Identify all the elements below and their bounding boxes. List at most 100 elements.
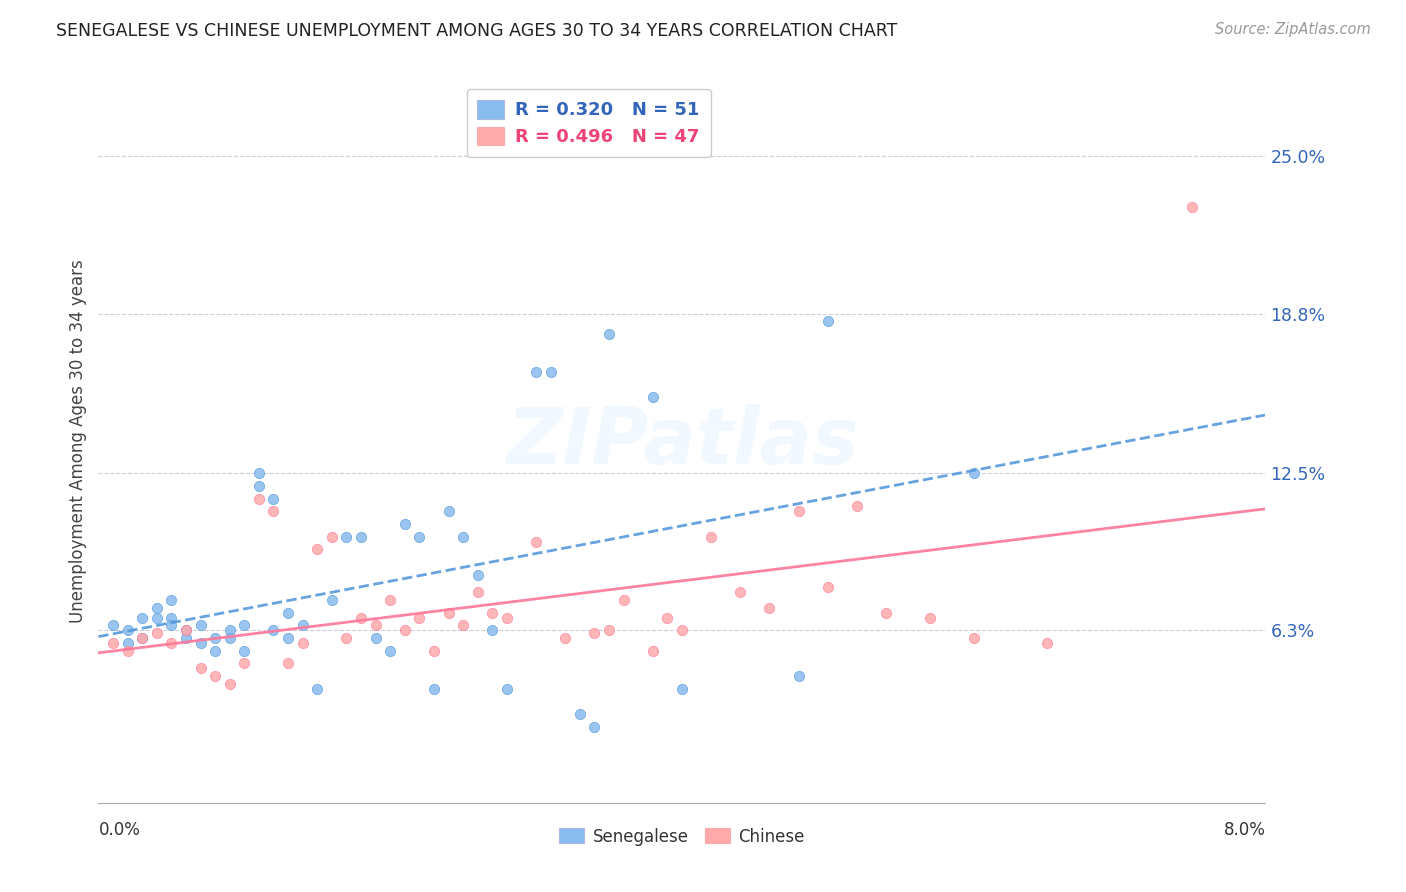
Point bbox=[131, 611, 153, 625]
Point bbox=[160, 593, 183, 607]
Point bbox=[700, 530, 723, 544]
Point bbox=[817, 580, 839, 594]
Y-axis label: Unemployment Among Ages 30 to 34 years: Unemployment Among Ages 30 to 34 years bbox=[69, 260, 87, 624]
Legend: Senegalese, Chinese: Senegalese, Chinese bbox=[553, 821, 811, 852]
Point bbox=[612, 593, 634, 607]
Point bbox=[758, 600, 780, 615]
Point bbox=[146, 626, 169, 640]
Point bbox=[204, 643, 226, 657]
Point bbox=[277, 657, 299, 671]
Point bbox=[160, 611, 183, 625]
Point bbox=[408, 611, 430, 625]
Point bbox=[262, 504, 284, 518]
Point bbox=[218, 624, 240, 638]
Point bbox=[568, 707, 591, 722]
Point bbox=[218, 631, 240, 645]
Point bbox=[481, 624, 503, 638]
Point bbox=[262, 491, 284, 506]
Point bbox=[364, 631, 387, 645]
Point bbox=[817, 314, 839, 328]
Point bbox=[350, 611, 373, 625]
Point bbox=[380, 593, 402, 607]
Point bbox=[101, 636, 124, 650]
Point bbox=[583, 720, 606, 734]
Point bbox=[380, 643, 402, 657]
Point bbox=[277, 606, 299, 620]
Point bbox=[335, 530, 357, 544]
Point bbox=[423, 643, 446, 657]
Point bbox=[277, 631, 299, 645]
Point bbox=[918, 611, 941, 625]
Point bbox=[190, 661, 212, 675]
Text: 8.0%: 8.0% bbox=[1223, 821, 1265, 838]
Point bbox=[321, 530, 343, 544]
Point bbox=[641, 643, 664, 657]
Point bbox=[451, 530, 474, 544]
Point bbox=[190, 636, 212, 650]
Point bbox=[131, 631, 153, 645]
Point bbox=[408, 530, 430, 544]
Point bbox=[146, 611, 169, 625]
Point bbox=[146, 600, 169, 615]
Point bbox=[524, 365, 547, 379]
Point bbox=[641, 390, 664, 404]
Point bbox=[437, 606, 460, 620]
Point bbox=[657, 611, 679, 625]
Point bbox=[364, 618, 387, 632]
Point bbox=[233, 643, 256, 657]
Point bbox=[174, 631, 197, 645]
Point bbox=[160, 618, 183, 632]
Point bbox=[962, 631, 984, 645]
Point bbox=[174, 624, 197, 638]
Point bbox=[117, 624, 139, 638]
Point bbox=[204, 669, 226, 683]
Point bbox=[496, 681, 519, 696]
Text: ZIPatlas: ZIPatlas bbox=[506, 403, 858, 480]
Point bbox=[204, 631, 226, 645]
Point bbox=[787, 669, 810, 683]
Point bbox=[730, 585, 752, 599]
Point bbox=[787, 504, 810, 518]
Point bbox=[962, 467, 984, 481]
Point bbox=[117, 643, 139, 657]
Point bbox=[190, 618, 212, 632]
Point bbox=[467, 585, 489, 599]
Point bbox=[233, 618, 256, 632]
Text: Source: ZipAtlas.com: Source: ZipAtlas.com bbox=[1215, 22, 1371, 37]
Point bbox=[117, 636, 139, 650]
Point bbox=[671, 624, 693, 638]
Point bbox=[174, 624, 197, 638]
Point bbox=[291, 618, 314, 632]
Point bbox=[307, 681, 329, 696]
Point bbox=[247, 491, 270, 506]
Point bbox=[671, 681, 693, 696]
Point bbox=[423, 681, 446, 696]
Point bbox=[247, 467, 270, 481]
Point bbox=[598, 624, 620, 638]
Point bbox=[437, 504, 460, 518]
Point bbox=[467, 567, 489, 582]
Point bbox=[307, 542, 329, 557]
Point bbox=[583, 626, 606, 640]
Point bbox=[598, 326, 620, 341]
Point bbox=[1035, 636, 1057, 650]
Point bbox=[335, 631, 357, 645]
Point bbox=[101, 618, 124, 632]
Point bbox=[233, 657, 256, 671]
Text: SENEGALESE VS CHINESE UNEMPLOYMENT AMONG AGES 30 TO 34 YEARS CORRELATION CHART: SENEGALESE VS CHINESE UNEMPLOYMENT AMONG… bbox=[56, 22, 897, 40]
Point bbox=[394, 624, 416, 638]
Text: 0.0%: 0.0% bbox=[98, 821, 141, 838]
Point bbox=[350, 530, 373, 544]
Point bbox=[321, 593, 343, 607]
Point bbox=[554, 631, 576, 645]
Point bbox=[394, 516, 416, 531]
Point bbox=[218, 676, 240, 690]
Point bbox=[481, 606, 503, 620]
Point bbox=[875, 606, 897, 620]
Point bbox=[131, 631, 153, 645]
Point bbox=[524, 534, 547, 549]
Point bbox=[845, 499, 868, 513]
Point bbox=[1181, 200, 1204, 214]
Point bbox=[496, 611, 519, 625]
Point bbox=[262, 624, 284, 638]
